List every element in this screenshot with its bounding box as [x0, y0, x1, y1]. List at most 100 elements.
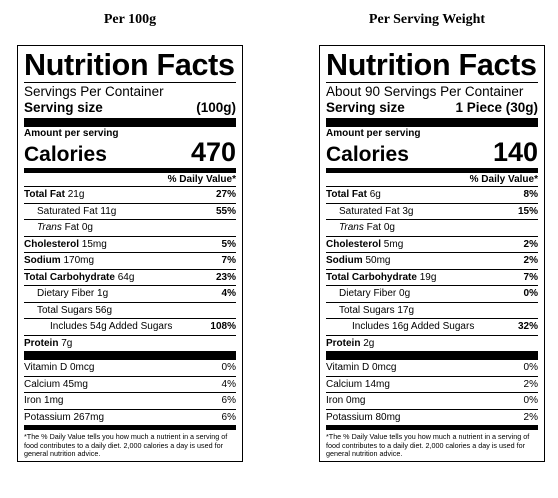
nutrient-dv: 15% [517, 205, 538, 217]
nutrient-name: Dietary Fiber [339, 288, 397, 299]
vitamin-name: Iron 0mg [326, 395, 366, 406]
nutrient-name: Sodium [326, 255, 363, 266]
nutrient-dv: 2% [523, 238, 538, 250]
vitamin-name: Vitamin D 0mcg [326, 362, 397, 373]
nutrient-name: Total Carbohydrate [24, 271, 115, 283]
nutrient-name: Total Fat [24, 189, 65, 200]
vitamin-name: Calcium 45mg [24, 378, 88, 390]
nutrient-dv: 55% [215, 205, 236, 217]
vitamin-row: Vitamin D 0mcg 0% [24, 360, 236, 377]
nutrient-dv: 4% [221, 288, 236, 299]
nutrient-dv: 7% [523, 271, 538, 283]
nutrient-row-total-sugars: Total Sugars 56g [24, 303, 236, 319]
vitamin-row: Iron 0mg 0% [326, 393, 538, 410]
nutrient-amount: 5mg [383, 238, 404, 250]
vitamin-dv: 0% [523, 395, 538, 406]
nutrient-row-protein: Protein 7g [24, 336, 236, 352]
nutrient-row-total-fat: Total Fat 21g 27% [24, 187, 236, 204]
vitamin-row: Iron 1mg 6% [24, 393, 236, 410]
serving-size-label: Serving size [24, 100, 103, 115]
nutrient-amount: 17g [397, 304, 415, 316]
nutrient-amount: 15mg [81, 238, 107, 250]
nutrient-amount: 21g [67, 189, 85, 200]
label-title: Nutrition Facts [24, 48, 235, 82]
nutrient-amount: 56g [95, 304, 113, 316]
serving-size-value: 1 Piece (30g) [455, 100, 538, 115]
amount-per-serving: Amount per serving [326, 128, 421, 139]
nutrient-amount: 3g [402, 205, 414, 217]
nutrient-name: Dietary Fiber [37, 288, 95, 299]
vitamin-name: Vitamin D 0mcg [24, 362, 95, 373]
medium-divider [326, 425, 538, 430]
nutrient-name: Sodium [24, 255, 61, 266]
calories-value: 470 [190, 137, 236, 167]
nutrient-name: Protein [24, 337, 59, 349]
vitamin-dv: 6% [221, 395, 236, 406]
serving-size-label: Serving size [326, 100, 405, 115]
vitamin-dv: 6% [221, 411, 236, 423]
footnote: *The % Daily Value tells you how much a … [326, 432, 530, 459]
vitamin-name: Potassium 267mg [24, 411, 105, 423]
nutrient-name: Trans [339, 222, 364, 233]
nutrient-row-dietary-fiber: Dietary Fiber 1g 4% [24, 286, 236, 303]
nutrient-dv: 27% [215, 189, 236, 200]
nutrient-dv: 32% [517, 321, 538, 332]
nutrient-amount: 1g [97, 288, 109, 299]
nutrition-label-per-100g: Nutrition Facts Servings Per Container S… [17, 45, 243, 462]
thick-divider [24, 118, 236, 127]
nutrient-row-total-carbohydrate: Total Carbohydrate 64g 23% [24, 270, 236, 286]
nutrient-name: Trans [37, 222, 62, 233]
nutrient-row-protein: Protein 2g [326, 336, 538, 352]
calories-row: Calories 140 [326, 137, 538, 167]
nutrient-amount: 6g [369, 189, 381, 200]
nutrient-dv: 0% [523, 288, 538, 299]
thick-divider [24, 351, 236, 360]
nutrient-name: Cholesterol [24, 238, 80, 250]
nutrient-dv: 2% [523, 255, 538, 266]
vitamin-name: Iron 1mg [24, 395, 64, 406]
nutrient-name: Protein [326, 337, 361, 349]
nutrient-row-saturated-fat: Saturated Fat 11g 55% [24, 204, 236, 220]
divider [24, 82, 236, 83]
thick-divider [326, 351, 538, 360]
nutrient-row-cholesterol: Cholesterol 15mg 5% [24, 237, 236, 253]
vitamin-row: Calcium 14mg 2% [326, 377, 538, 393]
vitamin-dv: 0% [221, 362, 236, 373]
nutrient-row-total-carbohydrate: Total Carbohydrate 19g 7% [326, 270, 538, 286]
nutrient-row-trans-fat: Trans Fat 0g [24, 220, 236, 237]
nutrient-row-total-fat: Total Fat 6g 8% [326, 187, 538, 204]
nutrient-name: Total Sugars [37, 304, 93, 316]
nutrient-amount: Fat 0g [64, 222, 93, 233]
calories-label: Calories [24, 143, 107, 166]
nutrient-name: Includes 54g Added Sugars [50, 321, 173, 332]
nutrient-dv: 108% [210, 321, 236, 332]
nutrient-name: Total Fat [326, 189, 367, 200]
serving-size-value: (100g) [196, 100, 236, 115]
nutrition-label-per-serving: Nutrition Facts About 90 Servings Per Co… [319, 45, 545, 462]
nutrient-amount: 2g [363, 337, 375, 349]
calories-row: Calories 470 [24, 137, 236, 167]
calories-label: Calories [326, 143, 409, 166]
nutrient-dv: 7% [221, 255, 236, 266]
nutrient-dv: 23% [215, 271, 236, 283]
vitamin-name: Calcium 14mg [326, 378, 390, 390]
vitamin-row: Potassium 80mg 2% [326, 410, 538, 426]
nutrient-row-sodium: Sodium 170mg 7% [24, 253, 236, 270]
nutrient-amount: 7g [61, 337, 73, 349]
nutrient-name: Saturated Fat [37, 205, 98, 217]
calories-value: 140 [492, 137, 538, 167]
daily-value-header: % Daily Value* [326, 173, 538, 187]
nutrient-row-dietary-fiber: Dietary Fiber 0g 0% [326, 286, 538, 303]
nutrient-amount: 11g [100, 205, 117, 217]
footnote: *The % Daily Value tells you how much a … [24, 432, 228, 459]
nutrient-dv: 8% [523, 189, 538, 200]
label-title: Nutrition Facts [326, 48, 537, 82]
vitamin-dv: 2% [523, 378, 538, 390]
nutrient-dv: 5% [221, 238, 236, 250]
nutrient-amount: 50mg [365, 255, 391, 266]
column-title-per-100g: Per 100g [103, 12, 157, 27]
nutrient-row-cholesterol: Cholesterol 5mg 2% [326, 237, 538, 253]
medium-divider [326, 168, 538, 173]
nutrient-row-sodium: Sodium 50mg 2% [326, 253, 538, 270]
nutrient-name: Total Sugars [339, 304, 395, 316]
